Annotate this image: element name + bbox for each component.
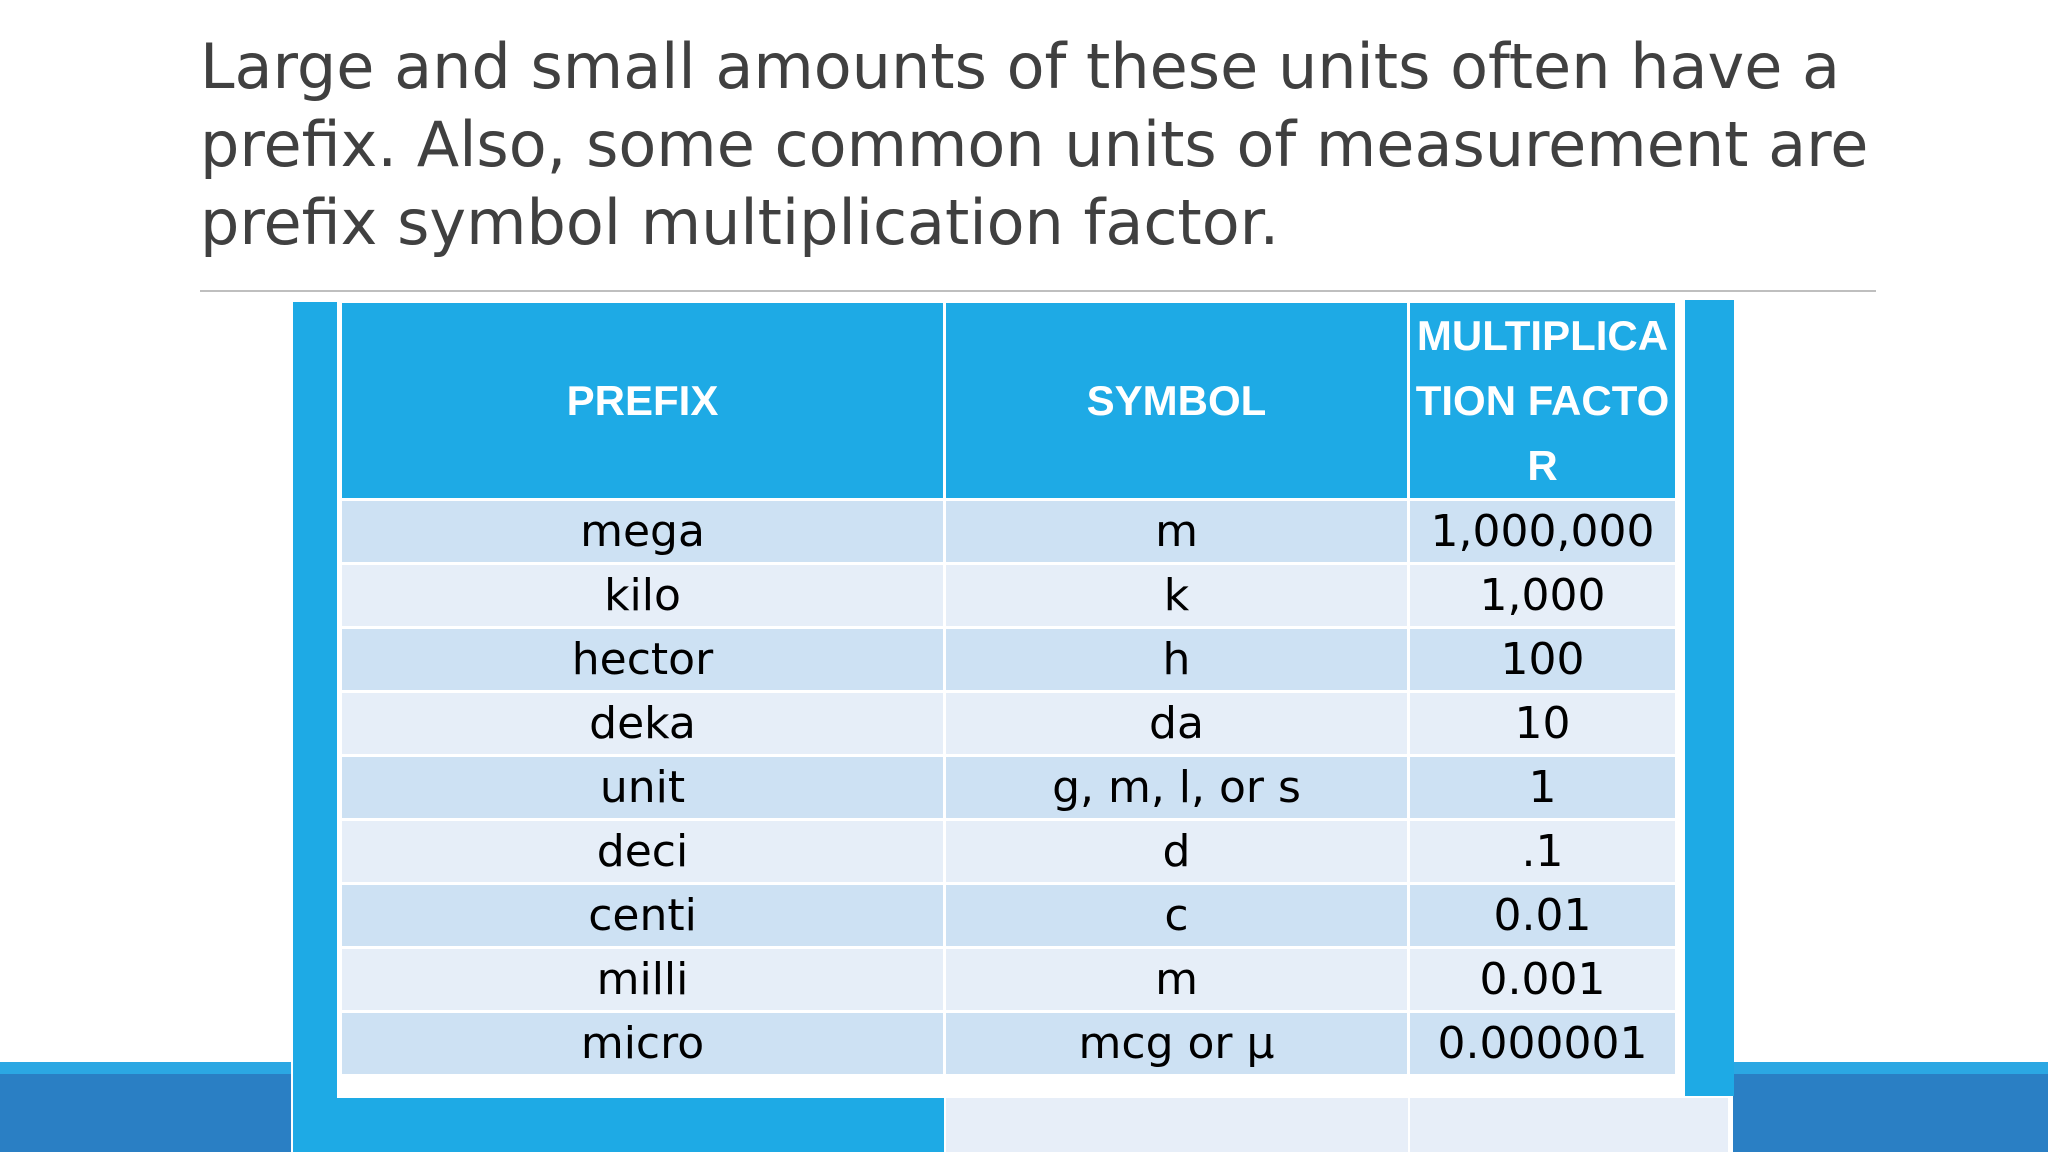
- table-row: kilo k 1,000: [339, 562, 1678, 629]
- table-row: deka da 10: [339, 690, 1678, 757]
- header-symbol: SYMBOL: [943, 300, 1410, 501]
- factor-cell: 1,000,000: [1407, 498, 1678, 565]
- symbol-cell: mcg or µ: [943, 1010, 1410, 1077]
- table-footer-cell-3: [1410, 1098, 1728, 1152]
- prefix-table: PREFIX SYMBOL MULTIPLICATION FACTOR mega…: [339, 300, 1678, 1077]
- factor-cell: 1: [1407, 754, 1678, 821]
- prefix-cell: unit: [339, 754, 946, 821]
- prefix-cell: micro: [339, 1010, 946, 1077]
- table-row: hector h 100: [339, 626, 1678, 693]
- factor-cell: 0.01: [1407, 882, 1678, 949]
- factor-cell: 100: [1407, 626, 1678, 693]
- prefix-cell: centi: [339, 882, 946, 949]
- symbol-cell: da: [943, 690, 1410, 757]
- factor-cell: 1,000: [1407, 562, 1678, 629]
- header-prefix: PREFIX: [339, 300, 946, 501]
- table-row: deci d .1: [339, 818, 1678, 885]
- table-frame-right: [1681, 300, 1734, 1096]
- decorative-band-right: [1733, 1062, 2048, 1152]
- table-header-row: PREFIX SYMBOL MULTIPLICATION FACTOR: [339, 300, 1678, 501]
- prefix-cell: hector: [339, 626, 946, 693]
- table-row: mega m 1,000,000: [339, 498, 1678, 565]
- prefix-cell: deka: [339, 690, 946, 757]
- table-row: centi c 0.01: [339, 882, 1678, 949]
- symbol-cell: m: [943, 498, 1410, 565]
- slide-title: Large and small amounts of these units o…: [200, 30, 1869, 259]
- symbol-cell: g, m, l, or s: [943, 754, 1410, 821]
- symbol-cell: c: [943, 882, 1410, 949]
- factor-cell: .1: [1407, 818, 1678, 885]
- factor-cell: 0.000001: [1407, 1010, 1678, 1077]
- table-footer-cell-2: [946, 1098, 1408, 1152]
- symbol-cell: d: [943, 818, 1410, 885]
- title-divider: [200, 290, 1876, 292]
- header-multiplication-factor: MULTIPLICATION FACTOR: [1407, 300, 1678, 501]
- decorative-band-left: [0, 1062, 291, 1152]
- symbol-cell: k: [943, 562, 1410, 629]
- symbol-cell: h: [943, 626, 1410, 693]
- table-row: milli m 0.001: [339, 946, 1678, 1013]
- prefix-cell: mega: [339, 498, 946, 565]
- prefix-cell: milli: [339, 946, 946, 1013]
- factor-cell: 10: [1407, 690, 1678, 757]
- table-footer-cell-1: [293, 1098, 944, 1152]
- prefix-cell: kilo: [339, 562, 946, 629]
- factor-cell: 0.001: [1407, 946, 1678, 1013]
- table-body: mega m 1,000,000 kilo k 1,000 hector h 100 deka da…: [339, 498, 1678, 1077]
- table-frame-left: [293, 300, 339, 1100]
- table-row: micro mcg or µ 0.000001: [339, 1010, 1678, 1077]
- prefix-cell: deci: [339, 818, 946, 885]
- symbol-cell: m: [943, 946, 1410, 1013]
